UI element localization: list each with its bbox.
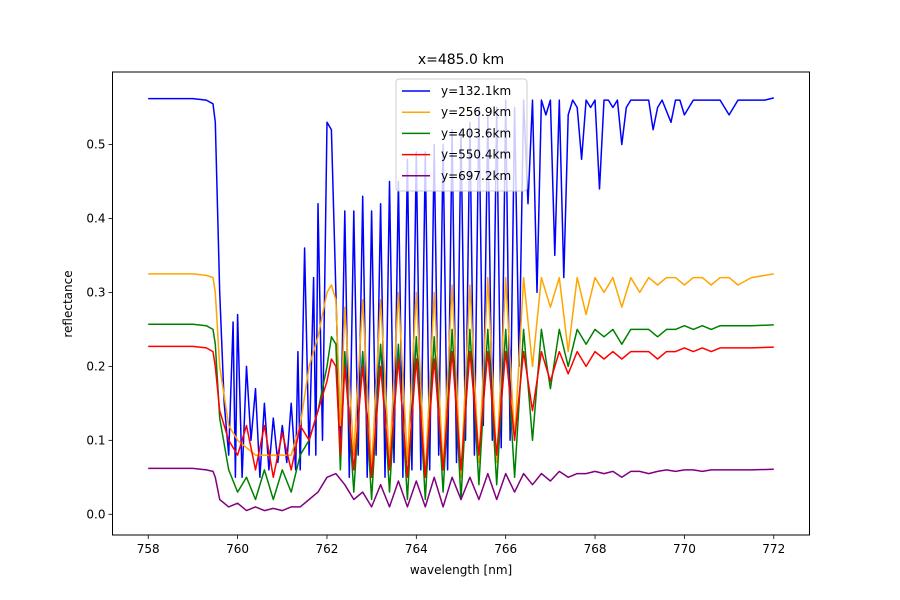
y-tick-label: 0.1 xyxy=(86,433,105,447)
series-line-3 xyxy=(148,323,774,501)
series-line-4 xyxy=(148,345,774,479)
x-tick-label: 772 xyxy=(762,542,785,556)
legend-box xyxy=(395,78,528,192)
series-line-2 xyxy=(148,273,774,479)
chart-title: x=485.0 km xyxy=(418,52,504,68)
series-line-5 xyxy=(148,467,774,512)
x-tick-label: 758 xyxy=(137,542,160,556)
x-tick-label: 762 xyxy=(316,542,339,556)
legend-label: y=403.6km xyxy=(441,126,511,140)
y-tick-label: 0.2 xyxy=(86,359,105,373)
y-tick-label: 0.3 xyxy=(86,285,105,299)
series-layer xyxy=(148,97,774,512)
legend: y=132.1km y=256.9km y=403.6km y=550.4km y=69… xyxy=(395,78,528,192)
x-tick-label: 766 xyxy=(494,542,517,556)
x-axis-label: wavelength [nm] xyxy=(410,563,512,577)
y-tick-label: 0.4 xyxy=(86,211,105,225)
x-tick-label: 768 xyxy=(584,542,607,556)
y-tick-label: 0.0 xyxy=(86,507,105,521)
legend-label: y=256.9km xyxy=(441,105,511,119)
legend-label: y=697.2km xyxy=(441,169,511,183)
y-tick-label: 0.5 xyxy=(86,137,105,151)
x-tick-label: 770 xyxy=(673,542,696,556)
y-axis: 0.0 0.1 0.2 0.3 0.4 0.5 xyxy=(86,137,113,521)
y-axis-label: reflectance xyxy=(61,270,75,337)
x-tick-label: 760 xyxy=(226,542,249,556)
legend-label: y=132.1km xyxy=(441,84,511,98)
x-axis: 758 760 762 764 766 768 770 772 xyxy=(137,535,785,556)
plot-frame xyxy=(112,71,810,536)
legend-label: y=550.4km xyxy=(441,148,511,162)
x-tick-label: 764 xyxy=(405,542,428,556)
